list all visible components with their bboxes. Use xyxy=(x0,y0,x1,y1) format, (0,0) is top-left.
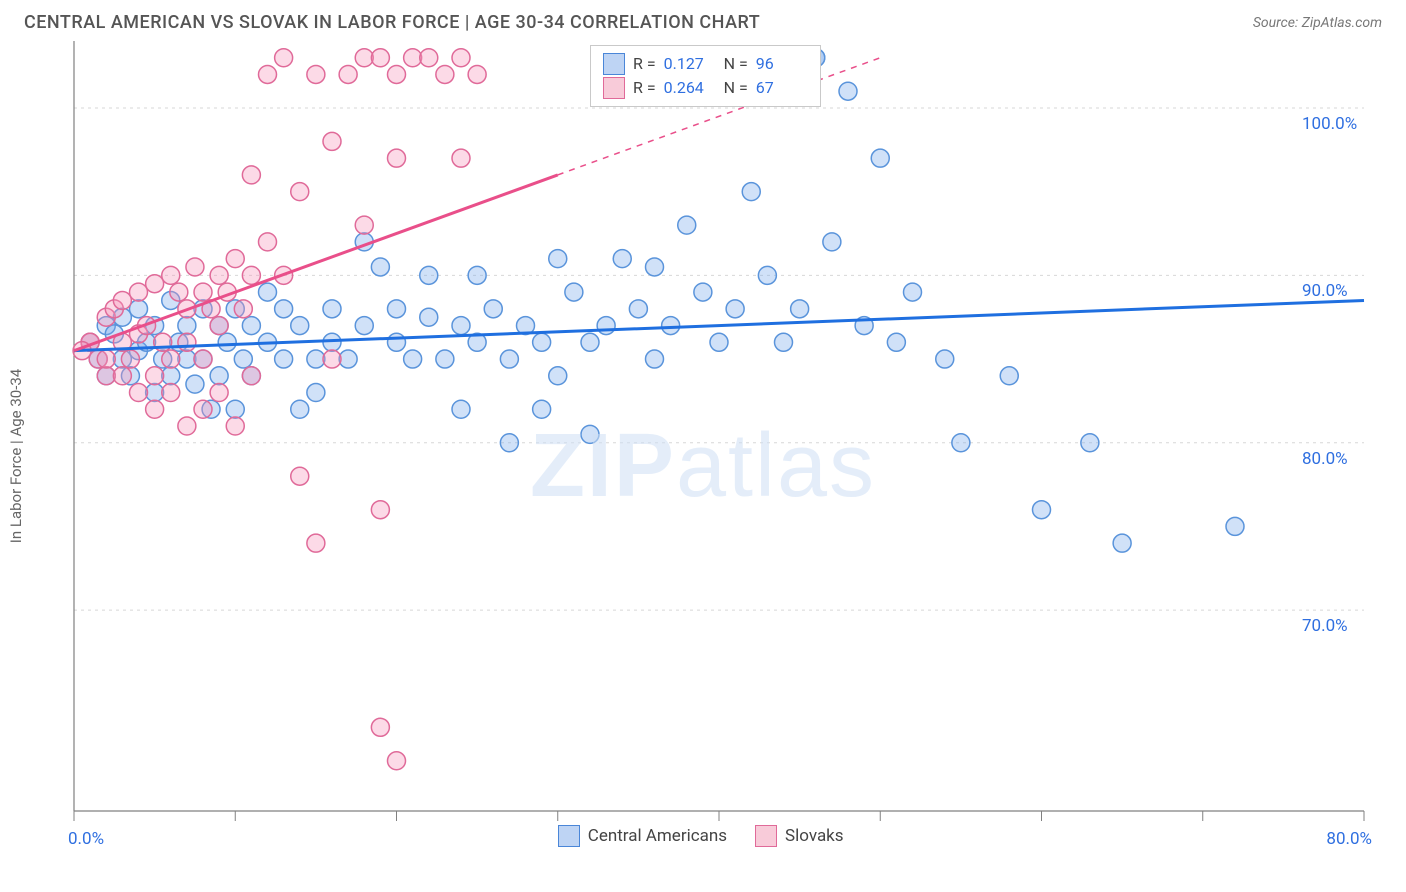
y-tick-label: 90.0% xyxy=(1302,281,1348,301)
x-axis-max-label: 80.0% xyxy=(1326,829,1372,849)
scatter-plot-svg xyxy=(24,41,1384,871)
y-axis-label: In Labor Force | Age 30-34 xyxy=(7,369,25,543)
r-label: R = xyxy=(633,76,656,100)
series-name: Central Americans xyxy=(588,826,727,846)
legend-swatch xyxy=(603,53,625,75)
r-value: 0.264 xyxy=(664,76,716,100)
chart-title: CENTRAL AMERICAN VS SLOVAK IN LABOR FORC… xyxy=(24,12,760,33)
legend-swatch xyxy=(558,825,580,847)
y-tick-label: 80.0% xyxy=(1302,449,1348,469)
series-legend-item: Central Americans xyxy=(558,825,727,847)
y-tick-label: 100.0% xyxy=(1302,114,1357,134)
y-tick-label: 70.0% xyxy=(1302,616,1348,636)
correlation-legend: R = 0.127 N = 96 R = 0.264 N = 67 xyxy=(590,45,821,107)
series-legend: Central Americans Slovaks xyxy=(558,825,844,847)
series-legend-item: Slovaks xyxy=(755,825,844,847)
legend-row: R = 0.264 N = 67 xyxy=(603,76,808,100)
n-value: 67 xyxy=(756,76,808,100)
legend-row: R = 0.127 N = 96 xyxy=(603,52,808,76)
n-value: 96 xyxy=(756,52,808,76)
legend-swatch xyxy=(755,825,777,847)
n-label: N = xyxy=(724,76,748,100)
n-label: N = xyxy=(724,52,748,76)
x-axis-min-label: 0.0% xyxy=(68,829,104,849)
r-value: 0.127 xyxy=(664,52,716,76)
r-label: R = xyxy=(633,52,656,76)
series-name: Slovaks xyxy=(785,826,844,846)
legend-swatch xyxy=(603,77,625,99)
source-attribution: Source: ZipAtlas.com xyxy=(1253,15,1382,31)
chart-area: In Labor Force | Age 30-34 ZIPatlas R =0… xyxy=(24,41,1382,871)
